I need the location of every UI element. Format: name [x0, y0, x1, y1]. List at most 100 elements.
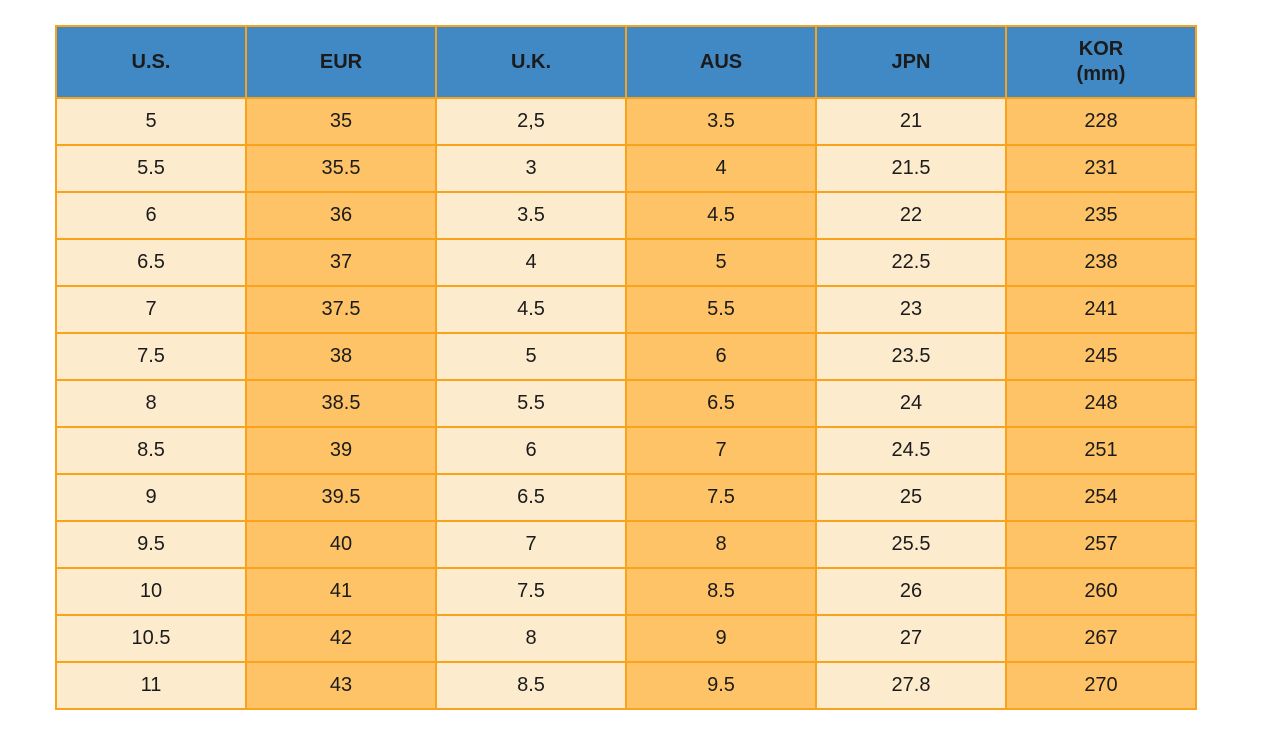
table-row: 8.5 39 6 7 24.5 251: [55, 426, 1197, 475]
table-cell: 35.5: [245, 144, 437, 193]
table-row: 7 37.5 4.5 5.5 23 241: [55, 285, 1197, 334]
column-header-aus: AUS: [625, 25, 817, 99]
table-cell: 238: [1005, 238, 1197, 287]
table-cell: 7.5: [435, 567, 627, 616]
table-cell: 27.8: [815, 661, 1007, 710]
size-conversion-table-container: U.S. EUR U.K. AUS JPN KOR (mm) 5 35 2,5 3.5 21 228 5…: [55, 25, 1197, 710]
table-cell: 37: [245, 238, 437, 287]
table-cell: 8.5: [435, 661, 627, 710]
table-cell: 43: [245, 661, 437, 710]
table-cell: 248: [1005, 379, 1197, 428]
size-conversion-table: U.S. EUR U.K. AUS JPN KOR (mm) 5 35 2,5 3.5 21 228 5…: [55, 25, 1197, 710]
table-cell: 39: [245, 426, 437, 475]
table-row: 11 43 8.5 9.5 27.8 270: [55, 661, 1197, 710]
table-cell: 235: [1005, 191, 1197, 240]
table-cell: 245: [1005, 332, 1197, 381]
table-cell: 6.5: [55, 238, 247, 287]
table-row: 7.5 38 5 6 23.5 245: [55, 332, 1197, 381]
table-row: 9 39.5 6.5 7.5 25 254: [55, 473, 1197, 522]
table-cell: 2,5: [435, 97, 627, 146]
table-cell: 251: [1005, 426, 1197, 475]
table-header: U.S. EUR U.K. AUS JPN KOR (mm): [55, 25, 1197, 99]
table-cell: 5.5: [55, 144, 247, 193]
table-cell: 10: [55, 567, 247, 616]
table-row: 5 35 2,5 3.5 21 228: [55, 97, 1197, 146]
table-cell: 24.5: [815, 426, 1007, 475]
table-cell: 8: [435, 614, 627, 663]
table-cell: 7: [55, 285, 247, 334]
header-row: U.S. EUR U.K. AUS JPN KOR (mm): [55, 25, 1197, 99]
table-cell: 7.5: [625, 473, 817, 522]
table-cell: 270: [1005, 661, 1197, 710]
column-header-us: U.S.: [55, 25, 247, 99]
table-row: 6.5 37 4 5 22.5 238: [55, 238, 1197, 287]
table-cell: 5.5: [435, 379, 627, 428]
column-header-kor: KOR (mm): [1005, 25, 1197, 99]
table-cell: 42: [245, 614, 437, 663]
table-cell: 6: [625, 332, 817, 381]
table-cell: 5: [625, 238, 817, 287]
table-cell: 4: [625, 144, 817, 193]
table-cell: 241: [1005, 285, 1197, 334]
table-cell: 10.5: [55, 614, 247, 663]
table-cell: 22.5: [815, 238, 1007, 287]
table-cell: 23: [815, 285, 1007, 334]
table-cell: 26: [815, 567, 1007, 616]
table-cell: 5: [55, 97, 247, 146]
table-cell: 3.5: [625, 97, 817, 146]
table-row: 10.5 42 8 9 27 267: [55, 614, 1197, 663]
column-header-sublabel: (mm): [1076, 63, 1126, 85]
table-cell: 9: [625, 614, 817, 663]
table-cell: 22: [815, 191, 1007, 240]
table-cell: 38: [245, 332, 437, 381]
column-header-eur: EUR: [245, 25, 437, 99]
table-body: 5 35 2,5 3.5 21 228 5.5 35.5 3 4 21.5 231 6 36 3.5 4.5 2…: [55, 97, 1197, 710]
table-cell: 267: [1005, 614, 1197, 663]
table-cell: 24: [815, 379, 1007, 428]
table-cell: 6: [55, 191, 247, 240]
table-cell: 4: [435, 238, 627, 287]
table-cell: 25.5: [815, 520, 1007, 569]
table-row: 5.5 35.5 3 4 21.5 231: [55, 144, 1197, 193]
table-cell: 23.5: [815, 332, 1007, 381]
table-cell: 37.5: [245, 285, 437, 334]
table-cell: 3.5: [435, 191, 627, 240]
table-cell: 9: [55, 473, 247, 522]
table-cell: 7: [435, 520, 627, 569]
table-cell: 40: [245, 520, 437, 569]
table-cell: 5.5: [625, 285, 817, 334]
table-cell: 7.5: [55, 332, 247, 381]
table-cell: 21.5: [815, 144, 1007, 193]
table-cell: 6.5: [625, 379, 817, 428]
table-cell: 4.5: [435, 285, 627, 334]
table-cell: 254: [1005, 473, 1197, 522]
table-row: 10 41 7.5 8.5 26 260: [55, 567, 1197, 616]
column-header-jpn: JPN: [815, 25, 1007, 99]
table-cell: 228: [1005, 97, 1197, 146]
table-cell: 6.5: [435, 473, 627, 522]
table-cell: 36: [245, 191, 437, 240]
table-cell: 39.5: [245, 473, 437, 522]
table-cell: 35: [245, 97, 437, 146]
table-cell: 8.5: [55, 426, 247, 475]
table-cell: 5: [435, 332, 627, 381]
table-cell: 41: [245, 567, 437, 616]
table-cell: 11: [55, 661, 247, 710]
table-cell: 7: [625, 426, 817, 475]
table-cell: 27: [815, 614, 1007, 663]
table-cell: 38.5: [245, 379, 437, 428]
table-cell: 25: [815, 473, 1007, 522]
table-cell: 8: [625, 520, 817, 569]
table-cell: 6: [435, 426, 627, 475]
table-cell: 4.5: [625, 191, 817, 240]
table-cell: 9.5: [55, 520, 247, 569]
table-row: 8 38.5 5.5 6.5 24 248: [55, 379, 1197, 428]
table-cell: 21: [815, 97, 1007, 146]
table-row: 6 36 3.5 4.5 22 235: [55, 191, 1197, 240]
column-header-uk: U.K.: [435, 25, 627, 99]
table-cell: 9.5: [625, 661, 817, 710]
table-cell: 3: [435, 144, 627, 193]
table-cell: 8.5: [625, 567, 817, 616]
table-cell: 260: [1005, 567, 1197, 616]
table-row: 9.5 40 7 8 25.5 257: [55, 520, 1197, 569]
